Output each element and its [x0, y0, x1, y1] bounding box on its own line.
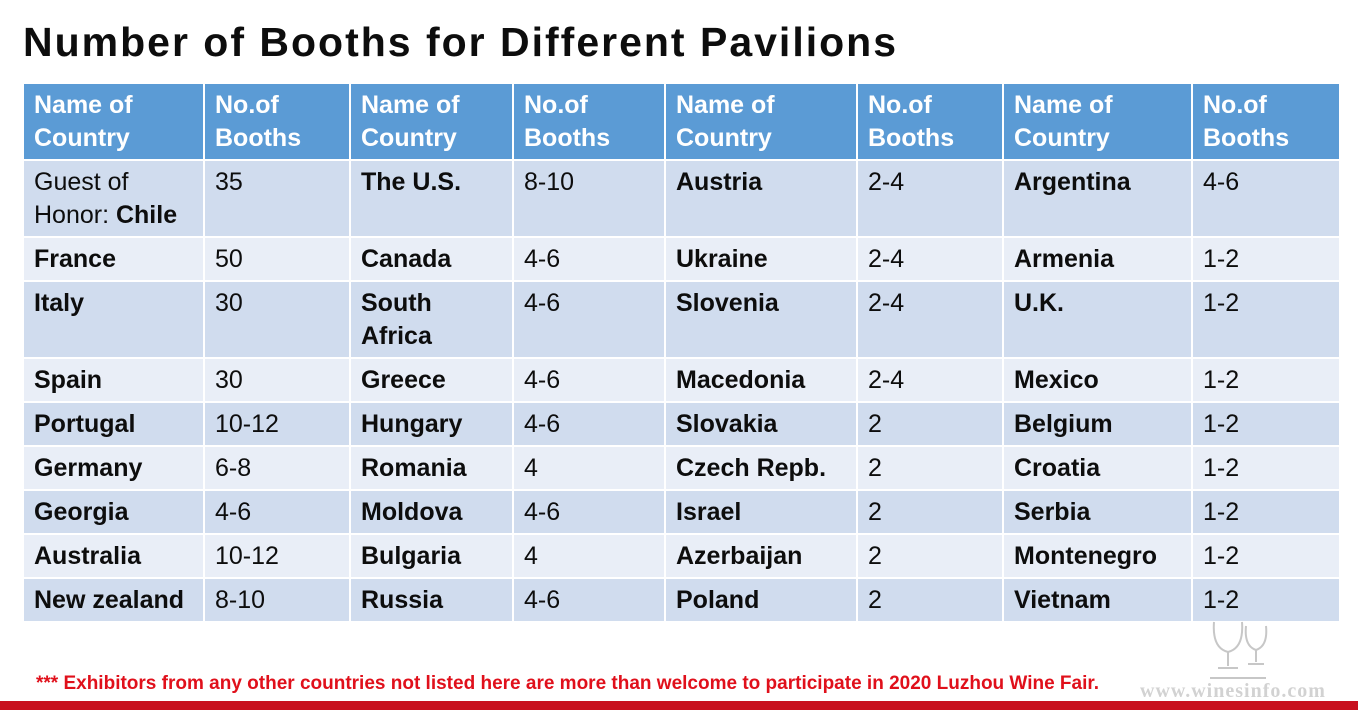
booths-cell: 4-6 [512, 357, 666, 403]
country-cell: Russia [349, 577, 514, 623]
booths-cell: 1-2 [1191, 280, 1341, 359]
country-cell: Montenegro [1002, 533, 1193, 579]
booths-cell: 50 [203, 236, 351, 282]
country-cell: Argentina [1002, 159, 1193, 238]
booths-cell: 8-10 [203, 577, 351, 623]
country-cell: Bulgaria [349, 533, 514, 579]
country-cell: Canada [349, 236, 514, 282]
table-row: Germany 6-8 Romania 4 Czech Repb. 2 Croatia 1-2 [22, 445, 1341, 491]
column-header: Name of Country [22, 82, 205, 161]
table-row: France 50 Canada 4-6 Ukraine 2-4 Armenia 1-2 [22, 236, 1341, 282]
country-cell: Germany [22, 445, 205, 491]
table-row: Australia 10-12 Bulgaria 4 Azerbaijan 2 Monten… [22, 533, 1341, 579]
booths-cell: 10-12 [203, 533, 351, 579]
booths-cell: 4-6 [512, 577, 666, 623]
country-cell: Greece [349, 357, 514, 403]
country-name: Chile [115, 201, 178, 229]
booths-cell: 2 [856, 445, 1004, 491]
country-cell: Azerbaijan [664, 533, 858, 579]
wine-glass-logo-icon [1210, 621, 1268, 679]
footnote: *** Exhibitors from any other countries … [36, 673, 1100, 694]
column-header: No.of Booths [1191, 82, 1341, 161]
country-cell: Israel [664, 489, 858, 535]
booths-cell: 1-2 [1191, 401, 1341, 447]
column-header: Name of Country [664, 82, 858, 161]
column-header: No.of Booths [512, 82, 666, 161]
booths-cell: 4-6 [512, 489, 666, 535]
table-body: Guest of Honor: Chile 35 The U.S. 8-10 Austr… [22, 159, 1341, 623]
booths-cell: 4-6 [512, 401, 666, 447]
country-cell: Romania [349, 445, 514, 491]
booths-cell: 2 [856, 401, 1004, 447]
booths-cell: 30 [203, 357, 351, 403]
country-cell: U.K. [1002, 280, 1193, 359]
booths-cell: 1-2 [1191, 357, 1341, 403]
booths-cell: 4-6 [203, 489, 351, 535]
booths-cell: 4-6 [512, 236, 666, 282]
country-cell: Guest of Honor: Chile [22, 159, 205, 238]
booths-cell: 2-4 [856, 357, 1004, 403]
country-cell: Portugal [22, 401, 205, 447]
country-cell: Croatia [1002, 445, 1193, 491]
booths-cell: 2-4 [856, 159, 1004, 238]
booths-cell: 1-2 [1191, 577, 1341, 623]
country-cell: Slovenia [664, 280, 858, 359]
booths-cell: 35 [203, 159, 351, 238]
country-cell: Italy [22, 280, 205, 359]
table-row: Guest of Honor: Chile 35 The U.S. 8-10 Austr… [22, 159, 1341, 238]
country-cell: Belgium [1002, 401, 1193, 447]
booths-cell: 1-2 [1191, 445, 1341, 491]
booths-cell: 4-6 [1191, 159, 1341, 238]
watermark-text: www.winesinfo.com [1140, 680, 1326, 702]
country-cell: France [22, 236, 205, 282]
page-title: Number of Booths for Different Pavilions [23, 19, 898, 65]
booths-cell: 2 [856, 577, 1004, 623]
table-row: Georgia 4-6 Moldova 4-6 Israel 2 Serbia 1-2 [22, 489, 1341, 535]
booths-cell: 4-6 [512, 280, 666, 359]
country-cell: New zealand [22, 577, 205, 623]
guest-of-honor-label: Guest of Honor: [34, 168, 129, 229]
column-header: No.of Booths [856, 82, 1004, 161]
booths-cell: 2-4 [856, 280, 1004, 359]
country-cell: Spain [22, 357, 205, 403]
booths-cell: 2-4 [856, 236, 1004, 282]
country-cell: Hungary [349, 401, 514, 447]
country-cell: Georgia [22, 489, 205, 535]
country-cell: Ukraine [664, 236, 858, 282]
country-cell: Vietnam [1002, 577, 1193, 623]
booths-cell: 1-2 [1191, 533, 1341, 579]
booths-cell: 1-2 [1191, 236, 1341, 282]
column-header: No.of Booths [203, 82, 351, 161]
country-cell: Macedonia [664, 357, 858, 403]
country-cell: Poland [664, 577, 858, 623]
country-cell: Serbia [1002, 489, 1193, 535]
booths-cell: 30 [203, 280, 351, 359]
booths-cell: 4 [512, 533, 666, 579]
booths-table: Name of Country No.of Booths Name of Cou… [22, 82, 1341, 623]
country-cell: South Africa [349, 280, 514, 359]
bottom-rule [0, 701, 1358, 710]
table-row: Portugal 10-12 Hungary 4-6 Slovakia 2 Belgium 1… [22, 401, 1341, 447]
country-cell: Armenia [1002, 236, 1193, 282]
country-cell: Australia [22, 533, 205, 579]
booths-cell: 10-12 [203, 401, 351, 447]
booths-cell: 2 [856, 533, 1004, 579]
country-cell: Czech Repb. [664, 445, 858, 491]
booths-cell: 4 [512, 445, 666, 491]
country-cell: Slovakia [664, 401, 858, 447]
country-cell: Moldova [349, 489, 514, 535]
booths-cell: 6-8 [203, 445, 351, 491]
table-header-row: Name of Country No.of Booths Name of Cou… [22, 82, 1341, 161]
country-cell: The U.S. [349, 159, 514, 238]
country-cell: Austria [664, 159, 858, 238]
column-header: Name of Country [349, 82, 514, 161]
column-header: Name of Country [1002, 82, 1193, 161]
table-row: Italy 30 South Africa 4-6 Slovenia 2-4 U.K. 1-2 [22, 280, 1341, 359]
table-row: Spain 30 Greece 4-6 Macedonia 2-4 Mexico 1-2 [22, 357, 1341, 403]
table-row: New zealand 8-10 Russia 4-6 Poland 2 Vietnam 1-… [22, 577, 1341, 623]
booths-cell: 8-10 [512, 159, 666, 238]
booths-cell: 1-2 [1191, 489, 1341, 535]
booths-cell: 2 [856, 489, 1004, 535]
country-cell: Mexico [1002, 357, 1193, 403]
